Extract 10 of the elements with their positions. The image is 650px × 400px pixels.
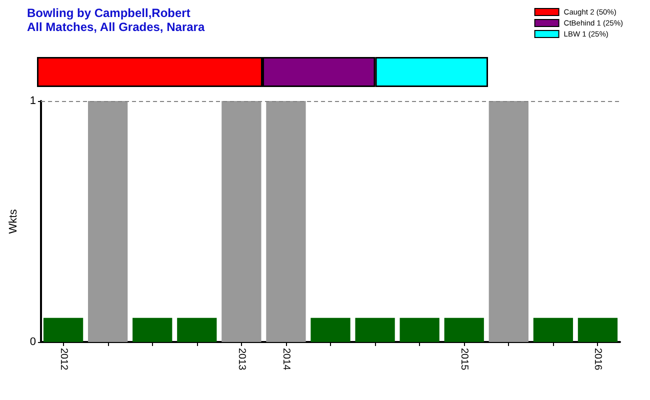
x-tick-label: 2013: [236, 348, 247, 371]
chart-title: Bowling by Campbell,Robert: [27, 6, 190, 20]
y-axis-title: Wkts: [8, 208, 20, 234]
x-tick-label: 2012: [58, 348, 69, 371]
y-tick-label: 0: [30, 336, 36, 348]
y-tick-label: 1: [30, 95, 36, 107]
chart-subtitle: All Matches, All Grades, Narara: [27, 20, 205, 34]
x-tick-label: 2014: [280, 348, 292, 371]
x-tick-label: 2016: [592, 348, 604, 371]
x-tick-label: 2015: [458, 348, 470, 371]
